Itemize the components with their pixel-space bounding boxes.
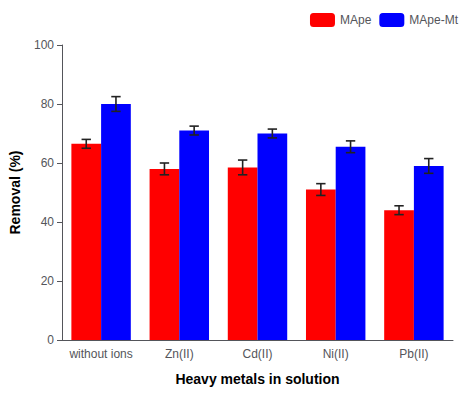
svg-text:Pb(II): Pb(II) [399,347,428,361]
svg-text:0: 0 [47,333,54,347]
svg-text:Zn(II): Zn(II) [165,347,194,361]
svg-text:Removal (%): Removal (%) [7,150,23,234]
svg-text:without ions: without ions [68,347,132,361]
svg-text:20: 20 [41,274,55,288]
svg-text:Heavy metals in solution: Heavy metals in solution [175,371,339,387]
svg-text:60: 60 [41,156,55,170]
svg-text:MApe: MApe [340,13,372,27]
svg-text:Cd(II): Cd(II) [243,347,273,361]
svg-text:100: 100 [34,38,54,52]
svg-text:MApe-Mt: MApe-Mt [409,13,458,27]
svg-text:80: 80 [41,97,55,111]
svg-text:Ni(II): Ni(II) [323,347,349,361]
svg-text:40: 40 [41,215,55,229]
